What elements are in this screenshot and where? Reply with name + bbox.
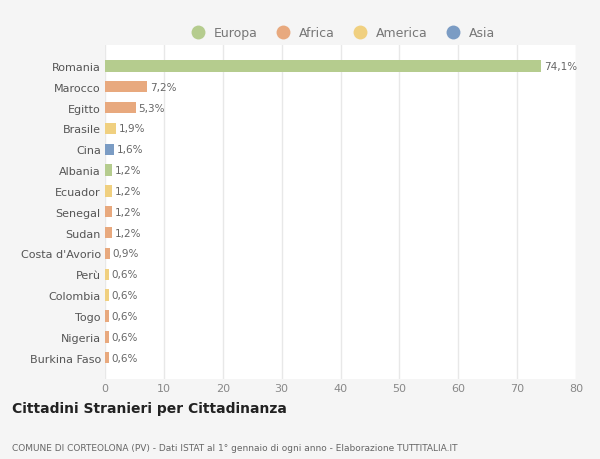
Text: 0,6%: 0,6% [111, 353, 137, 363]
Bar [105, 82, 148, 93]
Text: 7,2%: 7,2% [150, 83, 176, 93]
Text: 1,2%: 1,2% [115, 166, 141, 176]
Legend: Europa, Africa, America, Asia: Europa, Africa, America, Asia [181, 22, 500, 45]
Bar [105, 186, 112, 197]
Bar [105, 290, 109, 301]
Bar [105, 165, 112, 176]
Text: 74,1%: 74,1% [544, 62, 577, 72]
Bar [105, 352, 109, 364]
Bar [105, 269, 109, 280]
Text: 1,9%: 1,9% [119, 124, 145, 134]
Bar [105, 123, 116, 135]
Bar [105, 103, 136, 114]
Text: 0,6%: 0,6% [111, 291, 137, 301]
Text: 1,6%: 1,6% [117, 145, 143, 155]
Text: 0,9%: 0,9% [113, 249, 139, 259]
Text: 5,3%: 5,3% [139, 103, 165, 113]
Text: Cittadini Stranieri per Cittadinanza: Cittadini Stranieri per Cittadinanza [12, 402, 287, 415]
Bar [105, 248, 110, 260]
Text: COMUNE DI CORTEOLONA (PV) - Dati ISTAT al 1° gennaio di ogni anno - Elaborazione: COMUNE DI CORTEOLONA (PV) - Dati ISTAT a… [12, 443, 458, 452]
Bar [105, 227, 112, 239]
Text: 1,2%: 1,2% [115, 207, 141, 217]
Bar [105, 61, 541, 73]
Bar [105, 331, 109, 343]
Text: 0,6%: 0,6% [111, 270, 137, 280]
Text: 0,6%: 0,6% [111, 311, 137, 321]
Bar [105, 311, 109, 322]
Text: 1,2%: 1,2% [115, 186, 141, 196]
Bar [105, 144, 115, 156]
Text: 1,2%: 1,2% [115, 228, 141, 238]
Text: 0,6%: 0,6% [111, 332, 137, 342]
Bar [105, 207, 112, 218]
